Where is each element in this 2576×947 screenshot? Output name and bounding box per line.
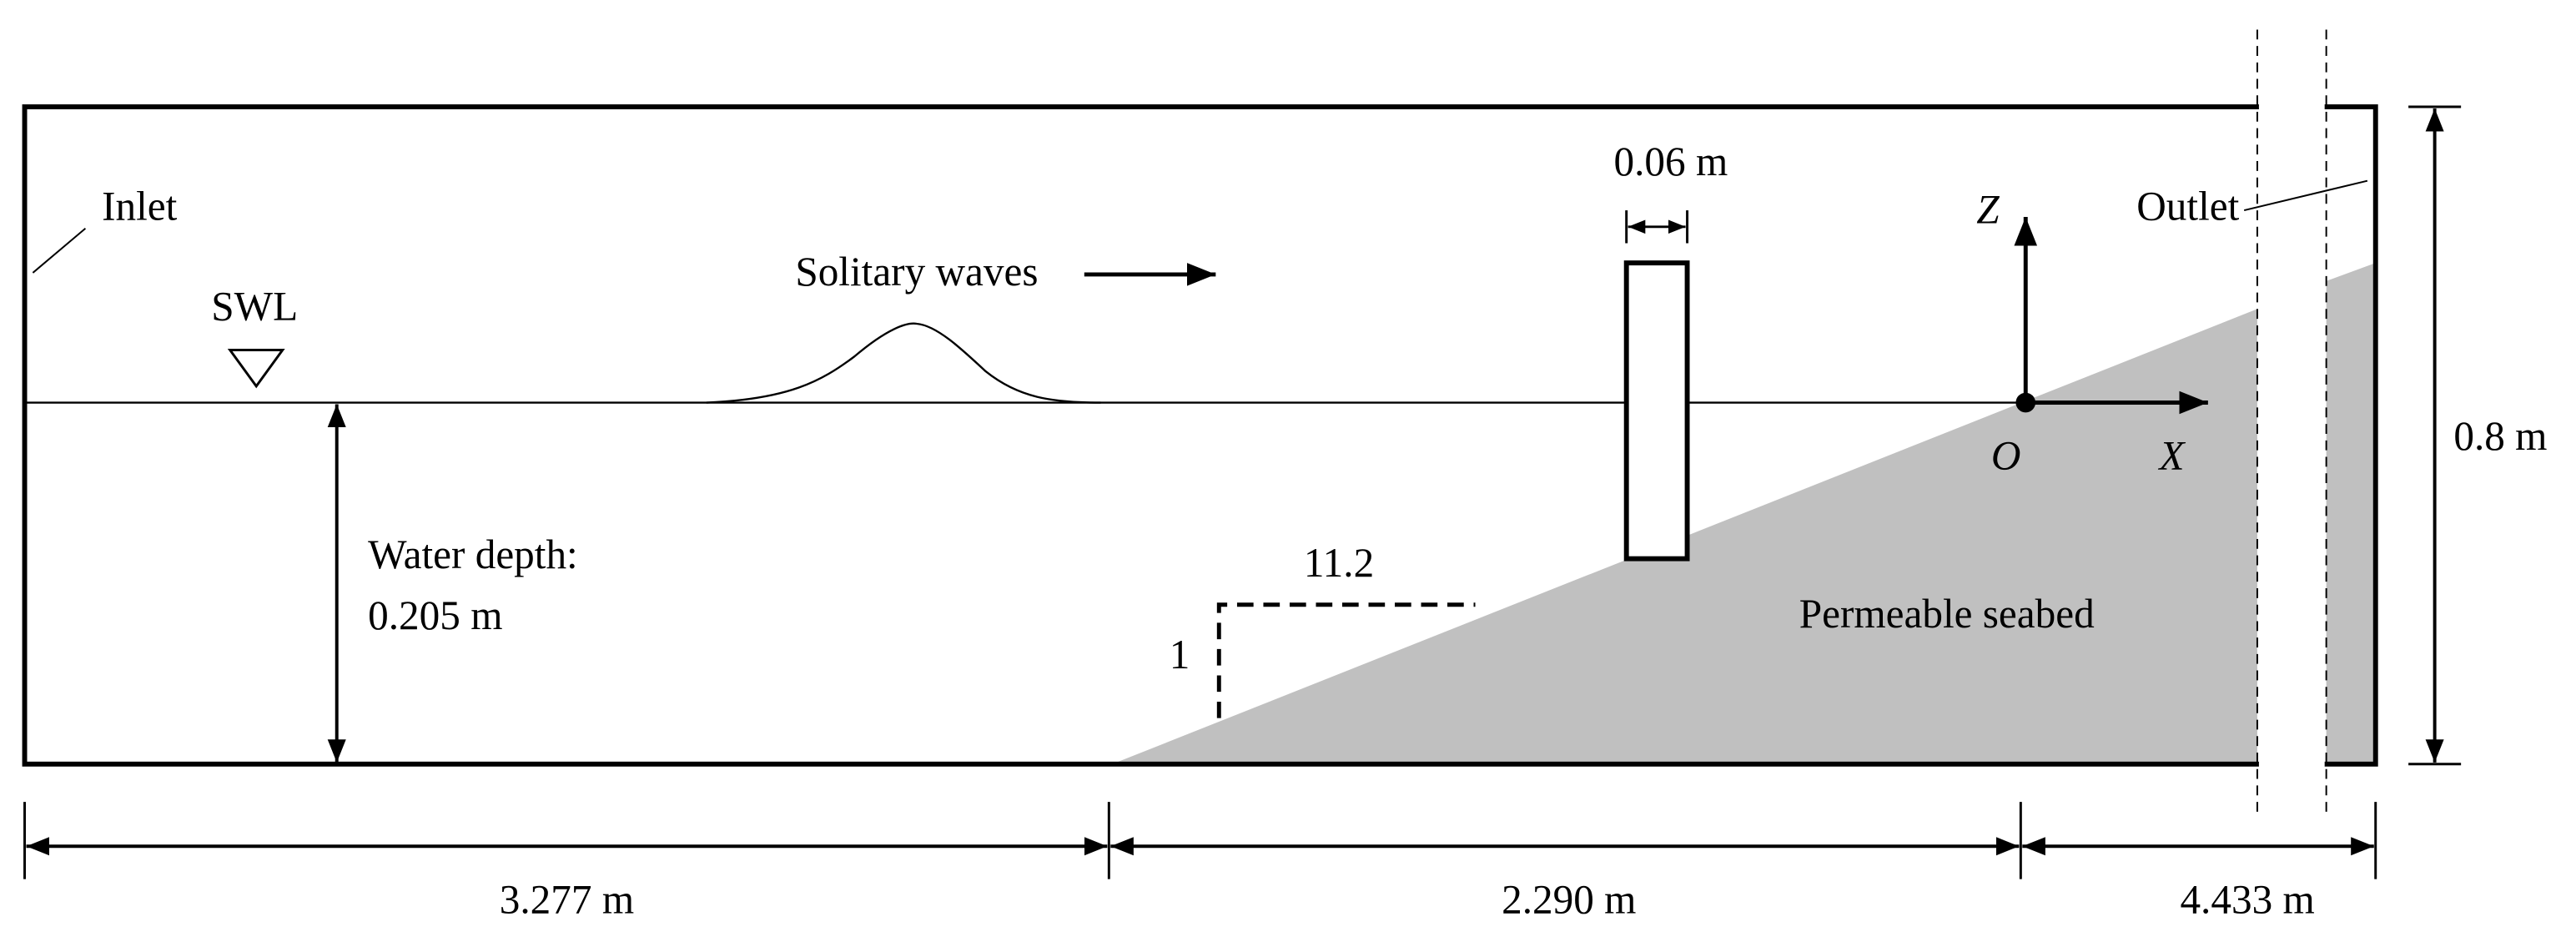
seabed	[2326, 263, 2376, 764]
pile-width: 0.06 m	[1614, 139, 1728, 184]
slope-marker	[1216, 602, 1476, 718]
slope-run: 11.2	[1304, 540, 1374, 586]
leader-line	[32, 228, 87, 274]
length-flat: 3.277 m	[500, 876, 634, 922]
z-label: Z	[1976, 186, 2000, 232]
leader-line	[2243, 179, 2368, 212]
slope-rise: 1	[1170, 632, 1190, 678]
swl-label: SWL	[211, 284, 298, 330]
pile	[1623, 260, 1690, 562]
origin-label: O	[1991, 433, 2021, 479]
origin-dot	[2015, 392, 2036, 413]
height-label: 0.8 m	[2453, 413, 2547, 459]
inlet-label: Inlet	[102, 183, 178, 229]
length-rest: 4.433 m	[2180, 876, 2314, 922]
tank	[22, 104, 2378, 767]
x-label: X	[2157, 433, 2186, 479]
wave-label: Solitary waves	[795, 249, 1038, 295]
depth-label: Water depth:	[368, 531, 578, 577]
seabed-label: Permeable seabed	[1799, 591, 2095, 637]
depth-value: 0.205 m	[368, 592, 502, 638]
length-slope: 2.290 m	[1502, 876, 1636, 922]
swl-symbol	[227, 349, 285, 389]
break-gap	[2258, 16, 2325, 822]
outlet-label: Outlet	[2136, 183, 2239, 229]
solitary-wave	[706, 322, 1101, 404]
